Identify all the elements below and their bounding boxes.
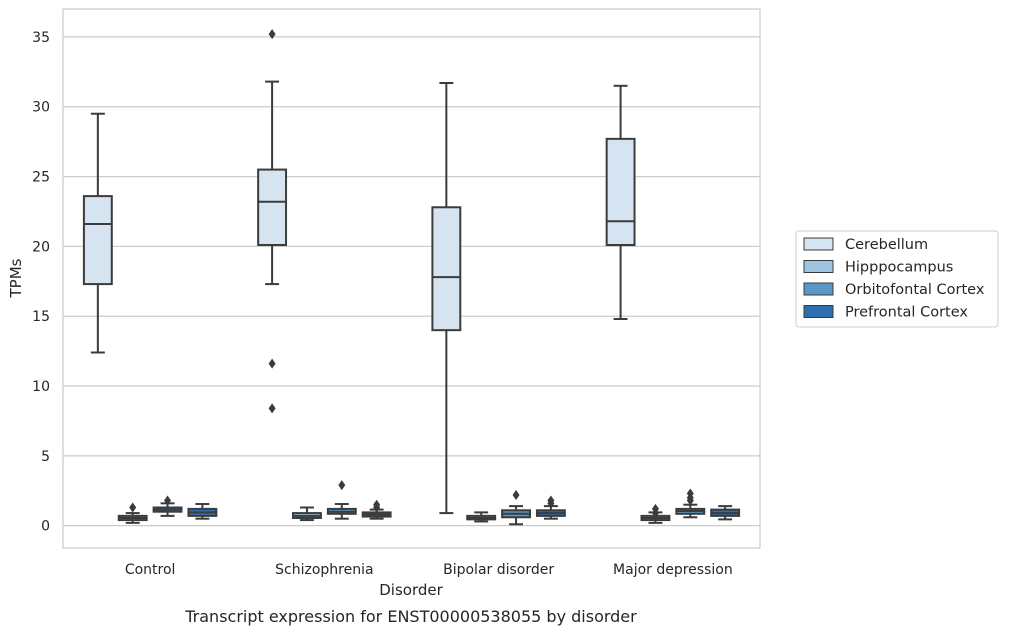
x-tick-label: Bipolar disorder (443, 562, 554, 578)
series-prefrontal-cortex (187, 495, 741, 521)
y-axis-title: TPMs (7, 258, 25, 298)
chart-caption: Transcript expression for ENST0000053805… (184, 607, 637, 626)
y-tick-label: 0 (41, 519, 50, 535)
outlier-point (338, 480, 346, 491)
y-tick-label: 25 (32, 170, 50, 186)
box (82, 195, 113, 286)
y-tick-label: 5 (41, 449, 50, 465)
legend-swatch (803, 305, 834, 318)
outlier-point (129, 502, 137, 513)
outlier-point (268, 358, 276, 369)
outlier-point (268, 403, 276, 414)
legend-label: Hipppocampus (845, 260, 953, 276)
grid-lines (63, 36, 760, 527)
box (257, 168, 288, 246)
legend-swatch (803, 282, 834, 296)
legend-label: Orbitofontal Cortex (845, 282, 985, 298)
outlier-point (268, 29, 276, 40)
x-tick-label: Control (125, 562, 176, 578)
outlier-point (373, 502, 381, 513)
outlier-point (651, 508, 659, 519)
box-series (82, 29, 741, 526)
series-cerebellum (82, 29, 636, 515)
legend-swatch (803, 237, 834, 251)
series-hipppocampus (117, 502, 671, 524)
x-tick-label: Schizophrenia (275, 562, 373, 578)
legend-label: Cerebellum (845, 237, 928, 253)
legend-label: Prefrontal Cortex (845, 305, 968, 321)
series-orbitofontal-cortex (152, 480, 706, 526)
legend: Cerebellum Hipppocampus Orbitofontal Corte… (795, 230, 999, 328)
x-axis-title: Disorder (379, 581, 443, 599)
y-tick-label: 35 (32, 30, 50, 46)
x-tick-labels: Control Schizophrenia Bipolar disorder Majo… (125, 562, 733, 578)
plot-frame (62, 8, 761, 549)
legend-frame (795, 230, 999, 328)
box (431, 206, 462, 332)
y-tick-label: 20 (32, 239, 50, 255)
y-tick-label: 30 (32, 100, 50, 116)
outlier-point (547, 498, 555, 509)
box (605, 137, 636, 246)
outlier-point (512, 489, 520, 500)
x-tick-label: Major depression (613, 562, 733, 578)
outlier-point (686, 495, 694, 506)
y-tick-labels: 0 5 10 15 20 25 30 35 (32, 30, 50, 535)
y-tick-label: 15 (32, 309, 50, 325)
legend-swatch (803, 260, 834, 273)
outlier-point (164, 495, 172, 506)
y-tick-label: 10 (32, 379, 50, 395)
